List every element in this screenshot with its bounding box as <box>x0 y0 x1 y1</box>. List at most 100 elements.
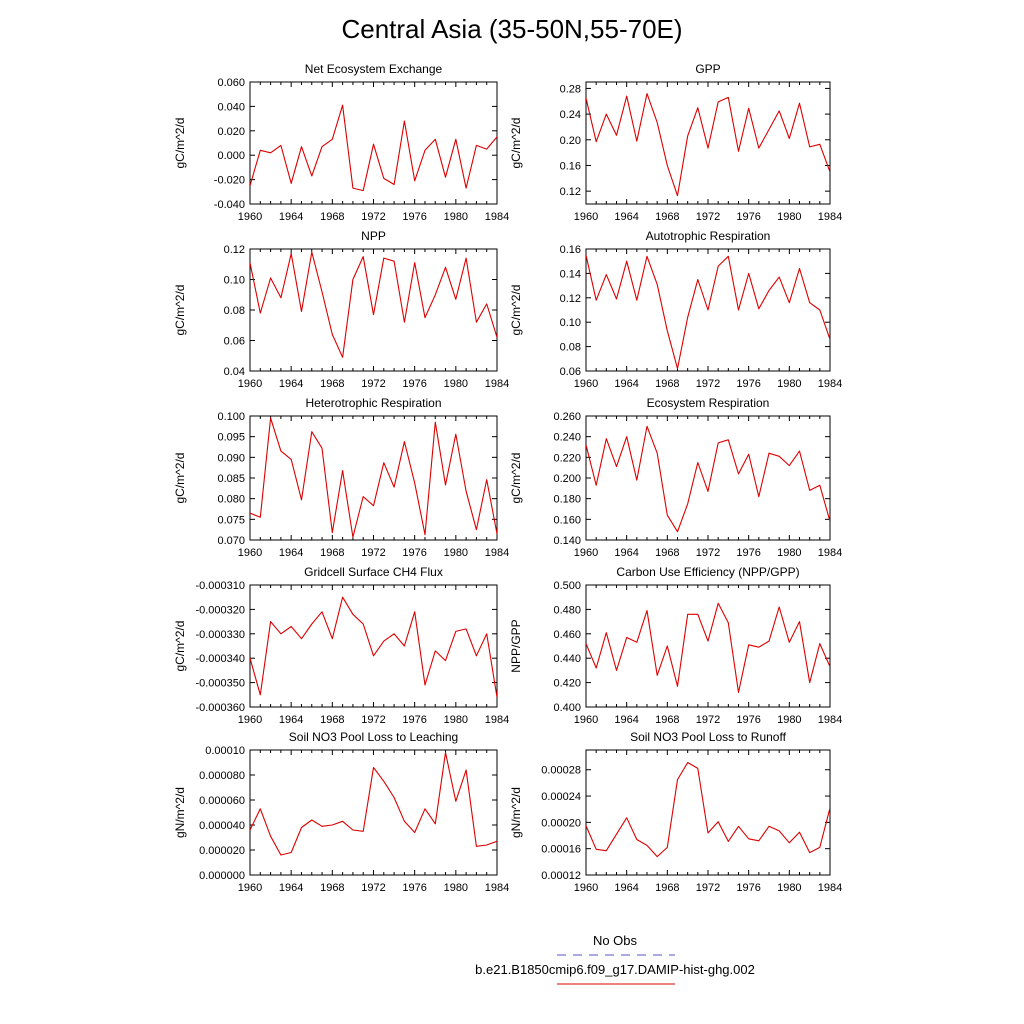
x-tick-label: 1980 <box>444 547 468 559</box>
series-line <box>586 93 830 197</box>
y-tick-label: 0.240 <box>553 432 581 444</box>
y-tick-label: 0.020 <box>217 126 245 138</box>
x-tick-label: 1960 <box>238 547 262 559</box>
panel-title: Net Ecosystem Exchange <box>305 62 443 76</box>
x-tick-label: 1972 <box>361 714 385 726</box>
y-axis-label: gN/m^2/d <box>173 787 187 838</box>
y-tick-label: 0.260 <box>553 411 581 423</box>
y-tick-label: 0.00028 <box>541 765 581 777</box>
x-tick-label: 1960 <box>574 211 598 223</box>
x-tick-label: 1968 <box>655 378 679 390</box>
x-tick-label: 1960 <box>238 714 262 726</box>
y-tick-label: 0.500 <box>553 580 581 592</box>
y-tick-label: 0.06 <box>560 366 581 378</box>
y-tick-label: 0.060 <box>217 77 245 89</box>
series-line <box>586 254 830 370</box>
y-tick-label: -0.000350 <box>195 678 245 690</box>
x-tick-label: 1964 <box>614 211 638 223</box>
plot-frame <box>249 584 498 708</box>
x-tick-label: 1976 <box>402 714 426 726</box>
panel-title: Soil NO3 Pool Loss to Runoff <box>630 730 787 744</box>
y-tick-label: 0.000 <box>217 150 245 162</box>
plot-frame <box>585 81 831 205</box>
y-tick-label: 0.12 <box>560 293 581 305</box>
panel-title: Gridcell Surface CH4 Flux <box>304 565 443 579</box>
x-tick-label: 1980 <box>444 378 468 390</box>
y-tick-label: 0.070 <box>217 535 245 547</box>
y-tick-label: 0.06 <box>224 336 245 348</box>
y-tick-label: 0.00010 <box>205 745 245 757</box>
series-line <box>586 425 830 533</box>
y-tick-label: 0.24 <box>560 109 581 121</box>
x-tick-label: 1968 <box>320 714 344 726</box>
x-tick-label: 1984 <box>485 378 509 390</box>
y-tick-label: 0.090 <box>217 452 245 464</box>
y-tick-label: 0.160 <box>553 514 581 526</box>
x-tick-label: 1984 <box>485 714 509 726</box>
x-tick-label: 1964 <box>279 378 303 390</box>
x-tick-label: 1968 <box>655 714 679 726</box>
y-tick-label: 0.04 <box>224 366 245 378</box>
x-tick-label: 1976 <box>402 547 426 559</box>
legend <box>557 954 675 985</box>
y-tick-label: 0.10 <box>224 275 245 287</box>
panel-title: Soil NO3 Pool Loss to Leaching <box>289 730 458 744</box>
plot-frame <box>249 81 498 205</box>
x-tick-label: 1960 <box>574 547 598 559</box>
y-tick-label: 0.100 <box>217 411 245 423</box>
x-tick-label: 1984 <box>818 882 842 894</box>
plot-frame <box>585 749 831 876</box>
x-tick-label: 1984 <box>485 547 509 559</box>
x-tick-label: 1976 <box>402 378 426 390</box>
y-tick-label: 0.000000 <box>199 870 245 882</box>
x-tick-label: 1984 <box>818 547 842 559</box>
y-tick-label: 0.040 <box>217 101 245 113</box>
x-tick-label: 1964 <box>614 547 638 559</box>
x-tick-label: 1968 <box>320 211 344 223</box>
x-tick-label: 1976 <box>736 211 760 223</box>
series-line <box>250 251 497 358</box>
y-tick-label: -0.020 <box>214 175 245 187</box>
x-tick-label: 1984 <box>485 882 509 894</box>
y-axis-label: gC/m^2/d <box>509 118 523 169</box>
y-tick-label: -0.000360 <box>195 702 245 714</box>
y-tick-label: -0.000330 <box>195 629 245 641</box>
panel-3: 1960 1964 1968 1972 1976 1980 1984 0.04 0.06 0.08… <box>173 229 509 390</box>
x-tick-label: 1976 <box>736 714 760 726</box>
y-tick-label: 0.200 <box>553 473 581 485</box>
y-axis-label: gC/m^2/d <box>509 453 523 504</box>
x-tick-label: 1980 <box>777 211 801 223</box>
y-axis-label: gC/m^2/d <box>173 621 187 672</box>
panel-9: 1960 1964 1968 1972 1976 1980 1984 0.000000 0.00… <box>173 730 509 894</box>
y-tick-label: 0.180 <box>553 494 581 506</box>
x-tick-label: 1980 <box>777 378 801 390</box>
y-tick-label: 0.20 <box>560 135 581 147</box>
x-tick-label: 1960 <box>574 882 598 894</box>
plot-frame <box>585 415 831 541</box>
x-tick-label: 1972 <box>361 882 385 894</box>
y-tick-label: 0.14 <box>560 268 581 280</box>
x-tick-label: 1980 <box>444 714 468 726</box>
y-tick-label: 0.400 <box>553 702 581 714</box>
x-tick-label: 1960 <box>238 882 262 894</box>
y-axis-label: gC/m^2/d <box>509 285 523 336</box>
y-tick-label: 0.000020 <box>199 845 245 857</box>
y-tick-label: 0.000080 <box>199 770 245 782</box>
panel-10: 1960 1964 1968 1972 1976 1980 1984 0.00012 0.000… <box>509 730 842 894</box>
x-tick-label: 1972 <box>696 211 720 223</box>
y-tick-label: 0.440 <box>553 653 581 665</box>
y-tick-label: 0.080 <box>217 494 245 506</box>
x-tick-label: 1976 <box>736 547 760 559</box>
y-tick-label: 0.28 <box>560 83 581 95</box>
x-tick-label: 1980 <box>444 882 468 894</box>
x-tick-label: 1968 <box>655 211 679 223</box>
x-tick-label: 1976 <box>402 211 426 223</box>
panel-6: 1960 1964 1968 1972 1976 1980 1984 0.140 0.160 0.… <box>509 396 842 559</box>
panel-title: Autotrophic Respiration <box>646 229 771 243</box>
x-tick-label: 1972 <box>361 547 385 559</box>
x-tick-label: 1972 <box>361 378 385 390</box>
y-tick-label: 0.140 <box>553 535 581 547</box>
x-tick-label: 1968 <box>320 547 344 559</box>
x-tick-label: 1976 <box>736 882 760 894</box>
